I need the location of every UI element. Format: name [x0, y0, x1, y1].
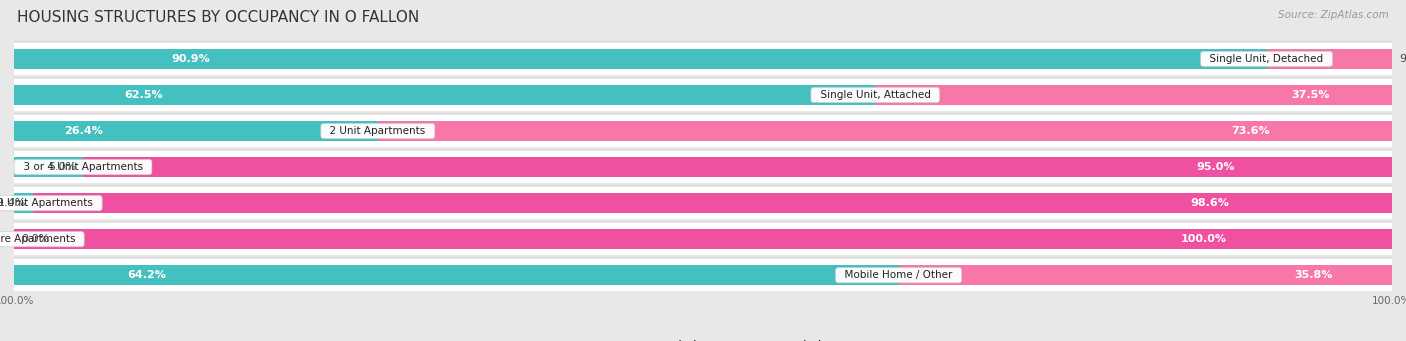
Bar	[14, 157, 83, 177]
Bar	[14, 49, 1267, 69]
Text: 62.5%: 62.5%	[124, 90, 163, 100]
Bar	[83, 157, 1392, 177]
Bar	[14, 187, 1392, 219]
Bar	[14, 223, 1392, 255]
Bar	[14, 115, 1392, 147]
Bar	[898, 265, 1392, 285]
Bar	[14, 193, 34, 213]
Bar	[378, 121, 1392, 141]
Text: 5.0%: 5.0%	[48, 162, 76, 172]
Bar	[876, 85, 1392, 105]
Text: 26.4%: 26.4%	[65, 126, 104, 136]
Bar	[14, 79, 1392, 111]
Bar	[14, 43, 1392, 75]
Text: 95.0%: 95.0%	[1197, 162, 1234, 172]
Text: 10 or more Apartments: 10 or more Apartments	[0, 234, 82, 244]
Bar	[14, 151, 1392, 183]
Text: Single Unit, Attached: Single Unit, Attached	[814, 90, 936, 100]
Bar	[1267, 49, 1392, 69]
Text: 64.2%: 64.2%	[127, 270, 166, 280]
Text: 0.0%: 0.0%	[21, 234, 49, 244]
Text: 5 to 9 Unit Apartments: 5 to 9 Unit Apartments	[0, 198, 100, 208]
Text: 1.4%: 1.4%	[0, 198, 27, 208]
Text: 35.8%: 35.8%	[1295, 270, 1333, 280]
Bar	[14, 121, 378, 141]
Text: Mobile Home / Other: Mobile Home / Other	[838, 270, 959, 280]
Text: 98.6%: 98.6%	[1189, 198, 1229, 208]
Bar	[14, 229, 1392, 249]
Bar	[14, 260, 1392, 291]
Bar	[14, 265, 898, 285]
Text: 73.6%: 73.6%	[1232, 126, 1270, 136]
Bar	[14, 85, 876, 105]
Text: 9.1%: 9.1%	[1399, 54, 1406, 64]
Text: 3 or 4 Unit Apartments: 3 or 4 Unit Apartments	[17, 162, 149, 172]
Bar	[34, 193, 1392, 213]
Text: Single Unit, Detached: Single Unit, Detached	[1204, 54, 1330, 64]
Text: 90.9%: 90.9%	[172, 54, 209, 64]
Legend: Owner-occupied, Renter-occupied: Owner-occupied, Renter-occupied	[579, 336, 827, 341]
Text: 2 Unit Apartments: 2 Unit Apartments	[323, 126, 432, 136]
Text: HOUSING STRUCTURES BY OCCUPANCY IN O FALLON: HOUSING STRUCTURES BY OCCUPANCY IN O FAL…	[17, 10, 419, 25]
Text: 37.5%: 37.5%	[1292, 90, 1330, 100]
Text: Source: ZipAtlas.com: Source: ZipAtlas.com	[1278, 10, 1389, 20]
Text: 100.0%: 100.0%	[1181, 234, 1226, 244]
